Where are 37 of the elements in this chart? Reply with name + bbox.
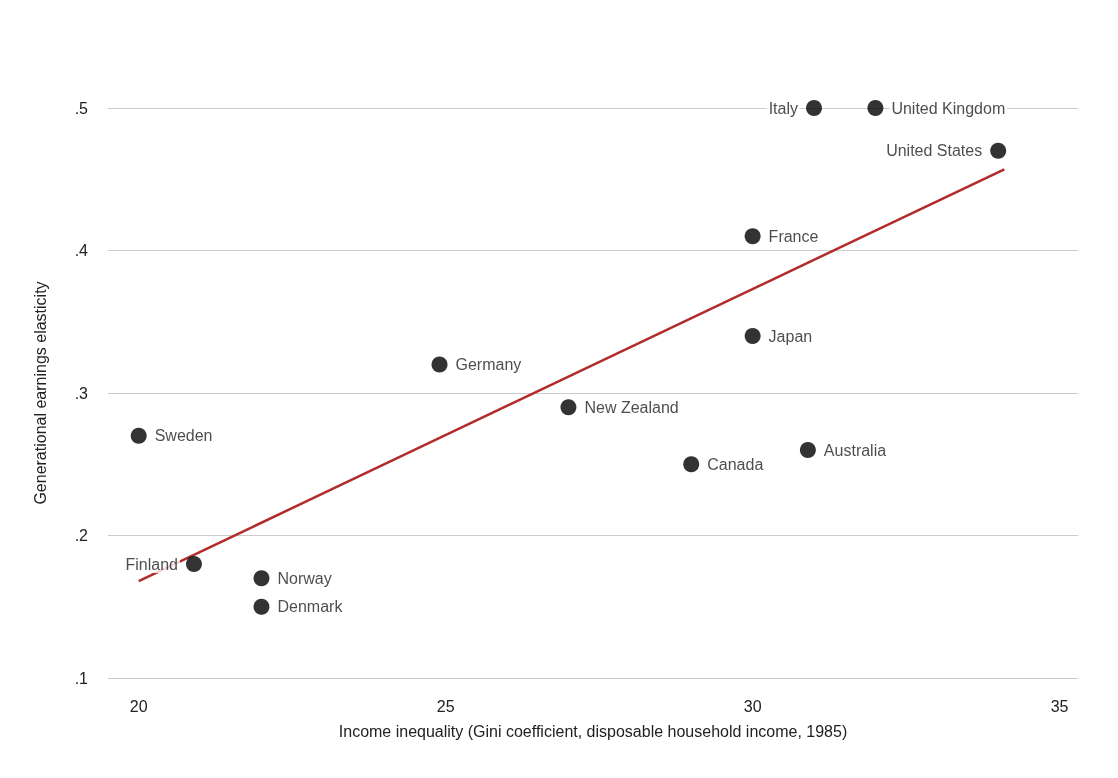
point [560, 399, 577, 416]
annotation: Australia [823, 441, 887, 459]
y-tick-label: .4 [74, 242, 89, 259]
annotation: Italy [768, 99, 799, 117]
point [185, 556, 202, 572]
annotation: Japan [768, 327, 813, 345]
annotation: Canada [707, 455, 764, 473]
annotation: United States [886, 142, 983, 160]
y-tick-label: .1 [74, 669, 89, 687]
point [990, 142, 1007, 159]
annotation: Finland [125, 555, 178, 573]
y-tick-label: .2 [74, 527, 89, 544]
annotation: New Zealand [584, 398, 679, 416]
point [744, 228, 761, 245]
point [431, 356, 448, 373]
x-tick-label: 20 [129, 697, 148, 715]
x-axis-title: Income inequality (Gini coefficient, disposable household income, 1985) [338, 722, 848, 740]
annotation: Sweden [154, 427, 213, 445]
annotation: France [768, 227, 819, 245]
annotation: Germany [455, 356, 522, 373]
point [799, 442, 816, 458]
point [253, 570, 270, 587]
y-axis-title: Generational earnings elasticity [31, 281, 49, 505]
point [253, 598, 270, 615]
point [683, 456, 700, 473]
point [130, 427, 147, 444]
x-tick-label: 30 [743, 697, 762, 715]
annotation: Norway [277, 569, 332, 587]
point [806, 100, 823, 116]
annotation: Denmark [277, 598, 344, 616]
x-tick-label: 25 [436, 697, 455, 715]
annotation: United Kingdom [891, 99, 1006, 117]
y-tick-label: .5 [74, 99, 89, 117]
x-tick-label: 35 [1050, 697, 1069, 715]
point [867, 100, 884, 116]
point [744, 328, 761, 344]
y-tick-label: .3 [74, 384, 89, 402]
